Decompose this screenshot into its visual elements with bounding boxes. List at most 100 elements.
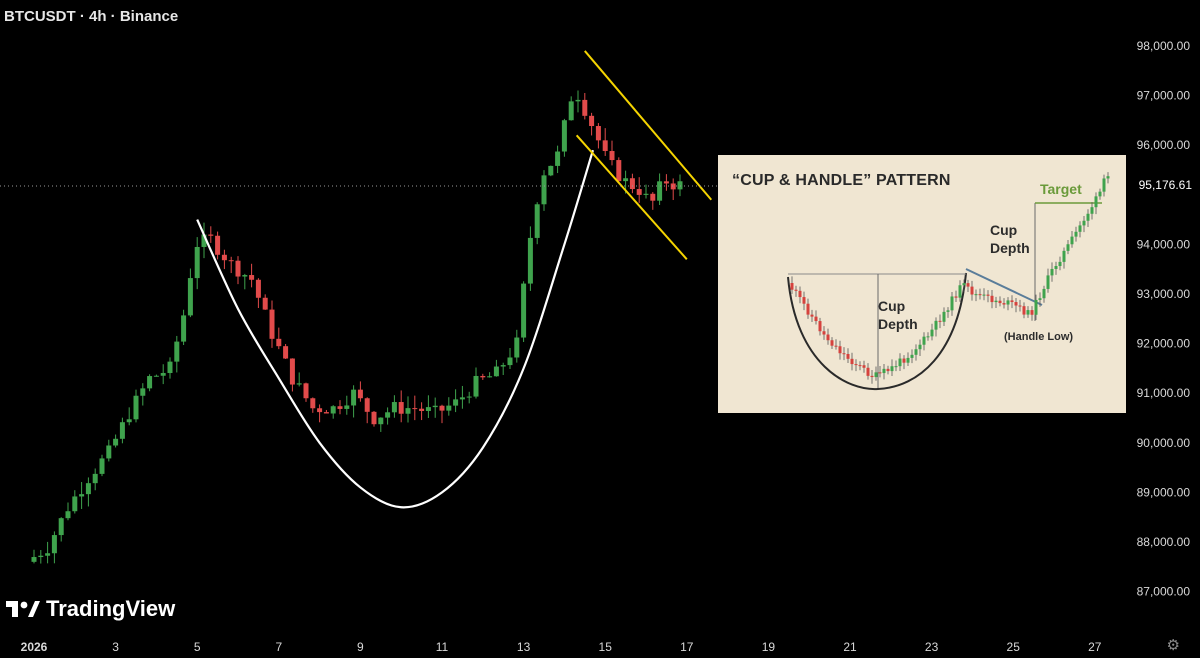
candle [419, 402, 425, 421]
inset-candle-body [1026, 310, 1030, 315]
candle [317, 404, 323, 423]
candle [636, 177, 642, 203]
candle-body [534, 204, 540, 238]
inset-candle-body [990, 295, 994, 303]
candle [561, 118, 567, 157]
time-tick-label: 13 [517, 640, 531, 654]
price-tick-label: 96,000.00 [1137, 138, 1191, 152]
candle-body [500, 365, 506, 367]
candle-body [92, 473, 98, 484]
candle-body [337, 406, 343, 409]
inset-candle [794, 285, 798, 297]
candle [221, 249, 227, 270]
candle-body [487, 376, 493, 378]
inset-candle [1078, 221, 1082, 238]
channel-lower-line [575, 134, 688, 260]
inset-candle [878, 366, 882, 378]
inset-candle [874, 366, 878, 381]
inset-candle-body [1034, 299, 1038, 315]
inset-candle-body [958, 285, 962, 298]
inset-candle [1054, 261, 1058, 275]
price-tick-label: 88,000.00 [1137, 535, 1191, 549]
time-tick-label: 25 [1007, 640, 1021, 654]
candle [249, 263, 255, 288]
candle [174, 335, 180, 373]
candle [487, 372, 493, 378]
inset-candle [998, 296, 1002, 307]
inset-candle [814, 310, 818, 325]
symbol-title[interactable]: BTCUSDT · 4h · Binance [4, 8, 179, 25]
inset-candle-body [842, 353, 846, 355]
candle-body [425, 407, 431, 411]
candle [371, 410, 377, 427]
inset-candle [918, 339, 922, 356]
candle [466, 391, 472, 404]
candle [323, 409, 329, 414]
tradingview-logo-text: TradingView [46, 596, 176, 621]
inset-candle [1046, 268, 1050, 293]
time-tick-label: 21 [843, 640, 857, 654]
inset-candle [1026, 306, 1030, 318]
inset-candle [1082, 215, 1086, 233]
inset-candle [970, 280, 974, 301]
candle-body [194, 246, 200, 279]
time-tick-label: 19 [762, 640, 776, 654]
inset-candle-body [1006, 300, 1010, 305]
candle [283, 343, 289, 360]
candle-body [133, 395, 139, 420]
candle [133, 389, 139, 423]
gear-icon[interactable]: ⚙ [1166, 637, 1180, 654]
candle-body [555, 151, 561, 166]
inset-candle [894, 360, 898, 372]
inset-candle [890, 359, 894, 377]
time-tick-label: 23 [925, 640, 939, 654]
price-tick-label: 91,000.00 [1137, 386, 1191, 400]
inset-candle-body [1014, 302, 1018, 306]
candle [337, 400, 343, 415]
time-axis: 2026 3 5 7 9 11 13 15 17 19 21 23 25 27 [21, 640, 1102, 654]
inset-candle [906, 352, 910, 367]
inset-candle [830, 337, 834, 349]
candle [657, 173, 663, 205]
candle [167, 357, 173, 379]
candle [310, 397, 316, 413]
candle [276, 327, 282, 350]
candle [670, 178, 676, 201]
candle [106, 439, 112, 462]
candle [72, 490, 78, 514]
candle [126, 407, 132, 426]
candle [79, 482, 85, 509]
price-tick-label: 87,000.00 [1137, 585, 1191, 599]
inset-candle-body [934, 320, 938, 330]
candle-body [181, 315, 187, 342]
candle [446, 397, 452, 416]
candle-body [65, 511, 71, 519]
inset-candle-body [1038, 298, 1042, 300]
inset-candle [934, 317, 938, 337]
inset-candle [1030, 306, 1034, 321]
inset-candle-body [974, 294, 978, 296]
candle-body [187, 278, 193, 316]
candle [432, 397, 438, 418]
candle [629, 173, 635, 194]
inset-candle-body [830, 340, 834, 346]
inset-candle-body [954, 296, 958, 298]
candle-body [629, 178, 635, 190]
inset-cup-arc [787, 272, 967, 391]
candle-body [249, 275, 255, 280]
inset-candle [958, 280, 962, 302]
tradingview-logo[interactable]: TradingView [6, 596, 175, 622]
inset-candle [954, 290, 958, 303]
candle [425, 395, 431, 419]
candle-body [113, 438, 119, 446]
inset-candle [1102, 174, 1106, 197]
inset-candle-body [1022, 306, 1026, 315]
inset-candle-body [1054, 266, 1058, 269]
inset-candle-body [902, 358, 906, 363]
candle-body [493, 366, 499, 377]
inset-candle-body [810, 314, 814, 317]
inset-candle-body [966, 283, 970, 287]
inset-candle [870, 369, 874, 384]
candle-body [269, 309, 275, 339]
